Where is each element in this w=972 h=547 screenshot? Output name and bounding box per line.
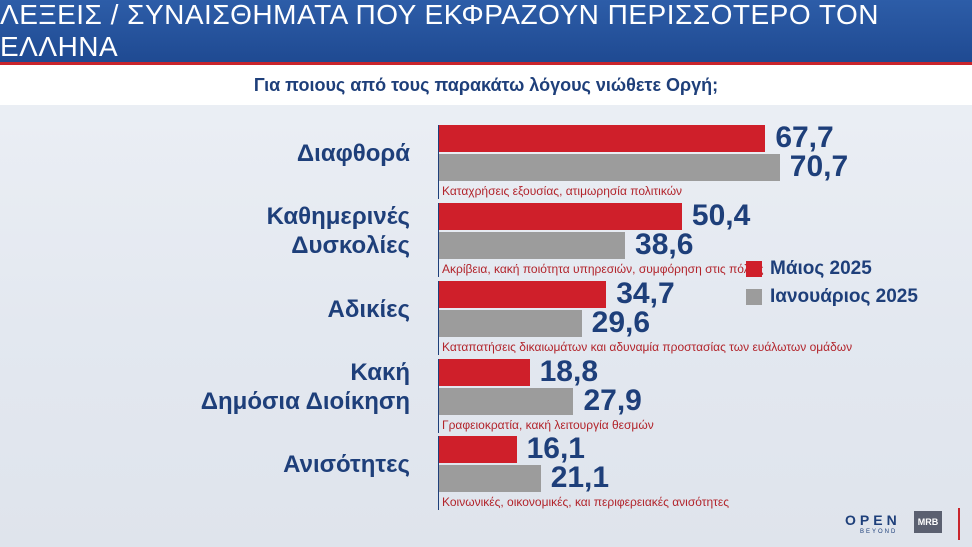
bar-may bbox=[439, 125, 766, 152]
category-label: Κακή Δημόσια Διοίκηση bbox=[201, 358, 410, 416]
legend-label-jan: Ιανουάριος 2025 bbox=[770, 286, 918, 307]
category-note: Καταχρήσεις εξουσίας, ατιμωρησία πολιτικ… bbox=[442, 184, 683, 198]
group-axis-line bbox=[438, 436, 439, 510]
bar-may bbox=[439, 281, 607, 308]
value-label: 16,1 bbox=[526, 432, 585, 465]
category-label-line: Κακή bbox=[350, 359, 410, 386]
value-label: 29,6 bbox=[591, 306, 651, 339]
legend-swatch-jan bbox=[746, 289, 762, 305]
chart-title: ΛΕΞΕΙΣ / ΣΥΝΑΙΣΘΗΜΑΤΑ ΠΟΥ ΕΚΦΡΑΖΟΥΝ ΠΕΡΙ… bbox=[0, 0, 879, 62]
question-subtitle: Για ποιους από τους παρακάτω λόγους νιώθ… bbox=[0, 65, 972, 105]
bar-jan bbox=[439, 465, 541, 492]
value-label: 67,7 bbox=[775, 121, 834, 154]
legend-label-may: Μάιος 2025 bbox=[770, 258, 872, 279]
legend-item-may: Μάιος 2025 bbox=[746, 255, 918, 283]
value-label: 34,7 bbox=[616, 277, 675, 310]
category-label-line: Καθημερινές bbox=[266, 203, 410, 230]
category-label: Καθημερινές Δυσκολίες bbox=[267, 202, 410, 260]
category-note: Κοινωνικές, οικονομικές, και περιφερειακ… bbox=[442, 495, 730, 509]
category-label: Αδικίες bbox=[328, 295, 410, 324]
value-label: 27,9 bbox=[583, 384, 642, 417]
bar-may bbox=[439, 436, 517, 463]
legend-item-jan: Ιανουάριος 2025 bbox=[746, 283, 918, 311]
category-label-line: Δημόσια Διοίκηση bbox=[200, 388, 410, 415]
bar-may bbox=[439, 359, 530, 386]
category-note: Καταπατήσεις δικαιωμάτων και αδυναμία πρ… bbox=[442, 340, 853, 354]
group-axis-line bbox=[438, 359, 439, 433]
group-axis-line bbox=[438, 203, 439, 277]
category-label: Διαφθορά bbox=[297, 139, 410, 168]
group-axis-line bbox=[438, 125, 439, 199]
corner-accent bbox=[958, 508, 960, 540]
value-label: 70,7 bbox=[789, 150, 849, 183]
category-label-line: Διαφθορά bbox=[296, 139, 410, 167]
category-label-line: Αδικίες bbox=[327, 295, 410, 323]
category-label-line: Ανισότητες bbox=[283, 450, 410, 478]
bar-may bbox=[439, 203, 682, 230]
category-label-line: Δυσκολίες bbox=[291, 232, 410, 259]
bar-jan bbox=[439, 154, 780, 181]
legend-swatch-may bbox=[746, 261, 762, 277]
chart-plot-area: Διαφθορά 67,7 70,7 Καταχρήσεις εξουσίας, ατ… bbox=[0, 105, 972, 547]
value-label: 18,8 bbox=[539, 355, 598, 388]
category-note: Γραφειοκρατία, κακή λειτουργία θεσμών bbox=[442, 418, 654, 432]
bar-jan bbox=[439, 388, 574, 415]
category-note: Ακρίβεια, κακή ποιότητα υπηρεσιών, συμφό… bbox=[442, 262, 764, 276]
open-beyond-logo: BEYOND bbox=[860, 529, 898, 535]
mrb-logo: MRB bbox=[914, 511, 942, 533]
value-label: 38,6 bbox=[635, 228, 694, 261]
legend: Μάιος 2025 Ιανουάριος 2025 bbox=[746, 255, 918, 311]
bar-jan bbox=[439, 310, 582, 337]
open-logo: OPEN bbox=[845, 512, 901, 528]
group-axis-line bbox=[438, 281, 439, 355]
bar-jan bbox=[439, 232, 626, 259]
category-label: Ανισότητες bbox=[283, 450, 410, 479]
value-label: 21,1 bbox=[550, 461, 610, 494]
value-label: 50,4 bbox=[691, 199, 751, 232]
header-bar: ΛΕΞΕΙΣ / ΣΥΝΑΙΣΘΗΜΑΤΑ ΠΟΥ ΕΚΦΡΑΖΟΥΝ ΠΕΡΙ… bbox=[0, 0, 972, 65]
